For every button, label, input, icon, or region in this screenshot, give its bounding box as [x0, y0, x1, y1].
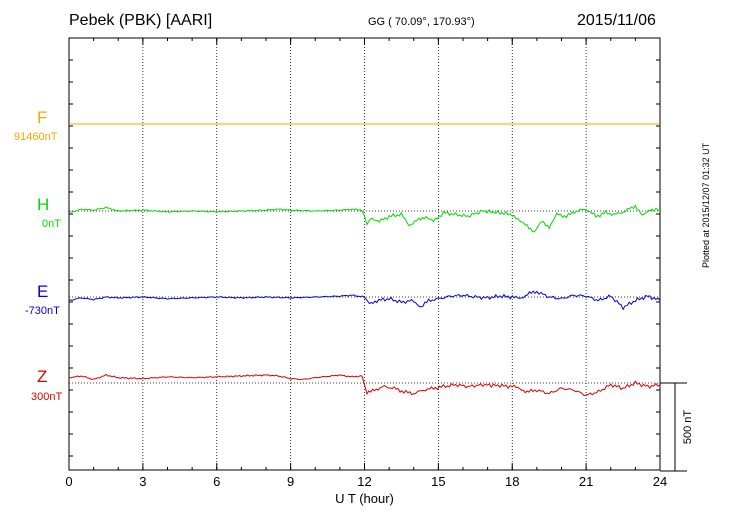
station-title: Pebek (PBK) [AARI]	[69, 12, 213, 29]
coords-label: GG ( 70.09°, 170.93°)	[368, 16, 475, 28]
x-tick-label: 15	[431, 474, 445, 489]
component-z-label: Z	[37, 367, 48, 386]
series-e-line	[68, 290, 661, 311]
x-axis-label: U T (hour)	[335, 491, 394, 506]
date-label: 2015/11/06	[577, 12, 656, 29]
component-e-label: E	[37, 282, 49, 301]
scale-bar-label: 500 nT	[682, 410, 694, 445]
component-f-baseline: 91460nT	[14, 131, 58, 143]
x-tick-label: 12	[357, 474, 371, 489]
component-h-baseline: 0nT	[42, 218, 61, 230]
series-h-line	[68, 204, 661, 233]
component-f-label: F	[37, 108, 48, 127]
x-tick-label: 24	[653, 474, 667, 489]
x-tick-label: 0	[65, 474, 72, 489]
x-tick-label: 3	[139, 474, 146, 489]
series-z-line	[68, 373, 661, 397]
x-tick-label: 6	[213, 474, 220, 489]
x-tick-label: 9	[287, 474, 294, 489]
x-tick-label: 18	[505, 474, 519, 489]
component-e-baseline: -730nT	[25, 305, 60, 317]
x-tick-label: 21	[579, 474, 593, 489]
component-z-baseline: 300nT	[31, 391, 63, 403]
component-h-label: H	[37, 195, 50, 214]
